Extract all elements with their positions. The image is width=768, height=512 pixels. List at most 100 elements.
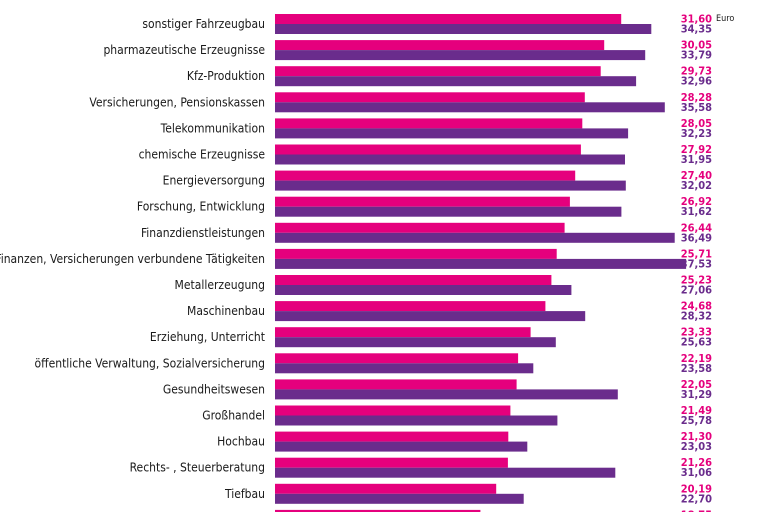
value-label-series-a: 21,30 [681,430,712,443]
value-label-series-b: 34,35 [681,23,712,36]
bar-series-b [275,467,616,478]
bar-series-a [275,92,585,103]
value-label-series-b: 25,78 [681,414,712,427]
bar-series-b [275,76,637,87]
bar-series-b [275,206,622,217]
value-label-series-a: 24,68 [681,300,712,313]
category-label: Kfz-Produktion [187,69,265,83]
bars [275,14,687,512]
bar-series-b [275,285,572,295]
bar-series-a [275,379,517,390]
bar-series-a [275,170,576,181]
bar-series-a [275,222,565,233]
value-label-series-b: 33,79 [681,49,712,62]
bar-series-b [275,232,675,243]
value-label-series-a: 28,28 [681,91,712,104]
value-label-series-b: 27,06 [681,284,712,297]
value-label-series-a: 27,92 [681,143,712,156]
category-label: Großhandel [202,409,265,423]
category-label: Erziehung, Unterricht [150,330,265,344]
value-label-series-b: 23,58 [681,362,712,375]
value-label-series-b: 37,53 [681,257,712,270]
bar-series-a [275,275,552,285]
category-label: Hochbau [217,435,265,449]
bar-series-a [275,483,497,494]
value-label-series-b: 35,58 [681,101,712,114]
value-label-series-a: 26,92 [681,195,712,208]
bar-series-a [275,196,570,207]
bar-series-b [275,154,625,165]
bar-series-b [275,415,558,426]
bar-series-a [275,405,511,416]
bar-series-a [275,457,508,468]
value-label-series-b: 32,23 [681,127,712,140]
value-label-series-a: 21,49 [681,404,712,417]
value-label-series-b: 31,29 [681,388,712,401]
bar-series-b [275,311,586,322]
unit-label: Euro [716,14,734,24]
value-label-series-a: 22,05 [681,378,712,391]
value-label-series-a: 18,75 [681,508,712,512]
value-label-series-b: 23,03 [681,440,712,453]
bar-series-b [275,441,528,452]
category-label: öffentliche Verwaltung, Sozialversicheru… [35,356,265,370]
value-label-series-b: 36,49 [681,231,712,244]
value-label-series-b: 31,06 [681,466,712,479]
bar-series-b [275,24,652,34]
value-label-series-b: 32,02 [681,179,712,192]
bar-series-a [275,327,531,338]
bar-series-b [275,180,626,191]
bar-series-b [275,363,534,374]
category-label: Energieversorgung [163,174,265,188]
category-label: Metallerzeugung [175,278,265,292]
category-label: mit Finanzen, Versicherungen verbundene … [0,252,265,266]
bar-series-b [275,258,687,269]
category-label: pharmazeutische Erzeugnisse [103,43,265,57]
value-label-series-a: 26,44 [681,221,712,234]
bar-series-a [275,144,581,155]
value-label-series-a: 21,26 [681,456,712,469]
value-label-series-b: 31,95 [681,153,712,166]
value-label-series-a: 25,71 [681,247,712,260]
category-label: chemische Erzeugnisse [139,148,266,162]
category-label: Maschinenbau [187,304,265,318]
value-label-series-a: 20,19 [681,482,712,495]
value-label-series-a: 27,40 [681,169,712,182]
category-label: Telekommunikation [160,121,265,135]
bar-series-b [275,389,618,400]
bar-series-a [275,301,546,312]
value-label-series-b: 25,63 [681,336,712,349]
category-label: Tiefbau [224,487,265,501]
category-label: Finanzdienstleistungen [141,226,265,240]
bar-series-b [275,102,665,113]
value-label-series-a: 22,19 [681,352,712,365]
value-label-series-a: 28,05 [681,117,712,130]
value-label-series-a: 31,60 [681,13,712,26]
bar-series-a [275,118,583,129]
value-label-series-a: 30,05 [681,39,712,52]
category-labels: sonstiger Fahrzeugbau pharmazeutische Erz… [0,17,265,501]
category-label: Forschung, Entwicklung [137,200,265,214]
value-label-series-b: 22,70 [681,492,712,505]
bar-series-a [275,14,622,24]
value-label-series-a: 25,23 [681,274,712,287]
value-label-series-a: 29,73 [681,65,712,78]
bar-series-a [275,66,601,77]
category-label: sonstiger Fahrzeugbau [142,17,265,31]
bar-series-b [275,493,524,504]
bar-series-b [275,128,629,139]
category-label: Rechts- , Steuerberatung [130,461,265,475]
value-label-series-b: 31,62 [681,205,712,218]
bar-series-a [275,509,481,512]
value-label-series-b: 28,32 [681,310,712,323]
bar-series-b [275,50,646,61]
bar-series-b [275,337,556,348]
category-label: Gesundheitswesen [163,382,265,396]
bar-series-a [275,40,605,51]
value-label-series-b: 32,96 [681,75,712,88]
bar-series-a [275,248,557,259]
bar-series-a [275,353,519,364]
value-label-series-a: 23,33 [681,326,712,339]
